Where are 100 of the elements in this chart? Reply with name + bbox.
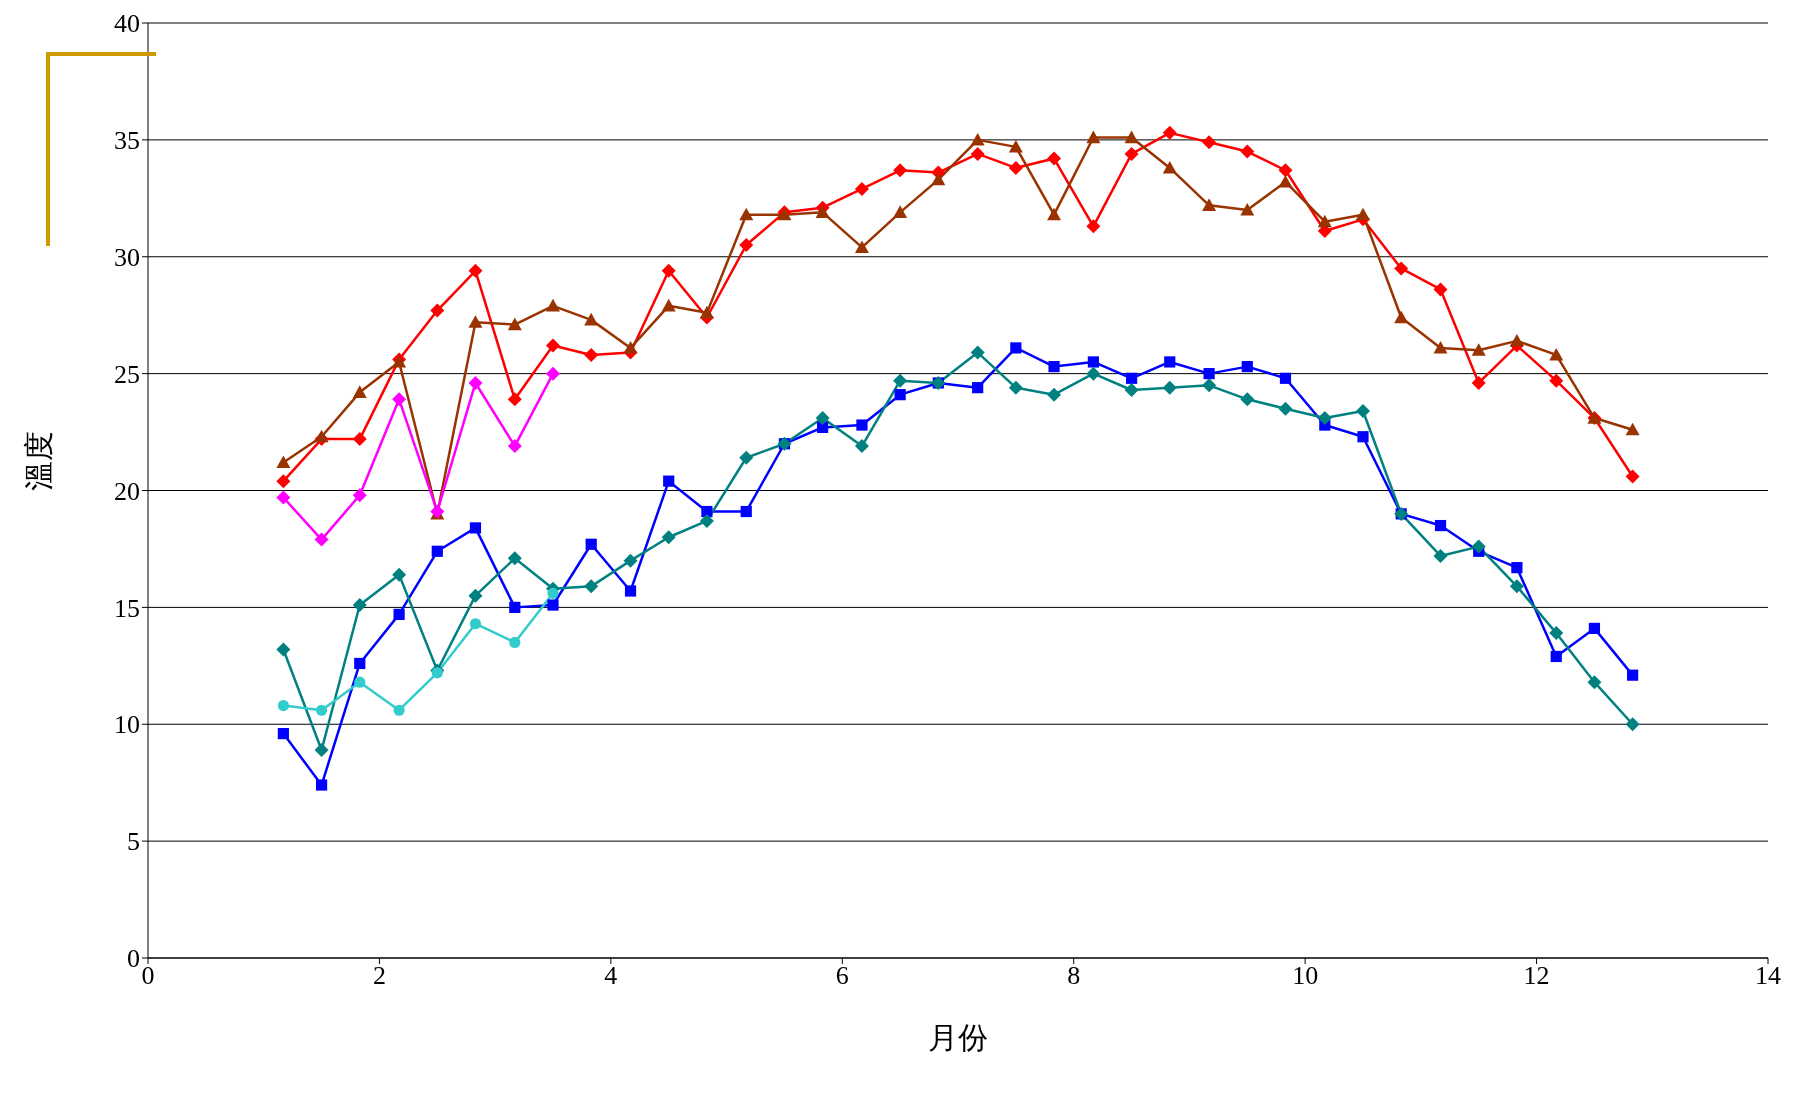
point <box>739 207 754 221</box>
point <box>1162 160 1177 174</box>
point <box>585 538 597 550</box>
point <box>1356 404 1370 419</box>
point <box>1240 392 1255 407</box>
point <box>1587 675 1602 690</box>
x-tick-label: 10 <box>1292 961 1319 991</box>
point <box>352 432 367 447</box>
point <box>507 392 522 407</box>
point <box>815 411 830 426</box>
point <box>430 303 445 318</box>
point <box>739 238 754 253</box>
point <box>1588 622 1601 635</box>
point <box>623 553 638 568</box>
point <box>469 522 482 534</box>
point <box>584 347 599 362</box>
point <box>1086 130 1101 144</box>
point <box>584 312 599 326</box>
point <box>854 240 869 253</box>
point <box>1509 333 1524 347</box>
point <box>431 545 443 557</box>
x-axis-title: 月份 <box>928 1021 988 1054</box>
point <box>970 132 985 146</box>
point <box>1008 139 1023 153</box>
point <box>1509 579 1524 594</box>
point <box>624 585 637 597</box>
point <box>1549 347 1564 361</box>
point <box>1357 431 1369 443</box>
point <box>1202 378 1217 393</box>
point <box>277 728 289 740</box>
point <box>699 513 714 528</box>
point <box>1278 401 1293 416</box>
point <box>315 704 328 716</box>
point <box>854 439 869 454</box>
point <box>1086 366 1101 381</box>
point <box>1278 174 1293 188</box>
point <box>1434 519 1447 532</box>
point <box>1047 151 1062 166</box>
point <box>1047 387 1062 402</box>
point <box>352 385 367 398</box>
point <box>856 419 868 431</box>
point <box>1124 146 1139 161</box>
point <box>392 392 407 407</box>
point <box>1471 343 1486 356</box>
point <box>699 305 714 319</box>
point <box>431 667 443 679</box>
point <box>854 181 869 196</box>
point <box>1627 669 1639 681</box>
point <box>893 205 908 218</box>
point <box>931 172 946 186</box>
point <box>1010 342 1022 354</box>
point <box>507 551 522 566</box>
y-tick-label: 35 <box>114 126 140 156</box>
point <box>314 532 329 547</box>
point <box>546 298 560 312</box>
y-tick-label: 5 <box>127 827 140 857</box>
point <box>509 601 521 613</box>
point <box>1317 214 1332 228</box>
point <box>277 699 289 712</box>
point <box>314 429 329 443</box>
point <box>1394 310 1409 324</box>
point <box>1625 422 1640 436</box>
point <box>1549 373 1564 388</box>
point <box>276 474 291 489</box>
point <box>1240 144 1255 159</box>
point <box>314 742 329 757</box>
point <box>352 598 367 613</box>
point <box>393 704 405 716</box>
point <box>468 263 483 278</box>
point <box>1625 717 1640 732</box>
x-tick-label: 8 <box>1067 961 1081 991</box>
y-tick-label: 40 <box>114 9 140 39</box>
point <box>468 315 483 328</box>
x-tick-label: 12 <box>1523 961 1550 991</box>
point <box>354 676 366 688</box>
point <box>1550 650 1562 663</box>
point <box>1625 469 1640 484</box>
point <box>663 475 675 487</box>
point <box>1008 380 1023 395</box>
point <box>468 588 483 603</box>
point <box>1087 356 1099 368</box>
y-tick-label: 10 <box>114 710 140 740</box>
point <box>1433 340 1448 354</box>
point <box>1511 562 1523 574</box>
point <box>817 421 829 433</box>
point <box>546 366 560 381</box>
point <box>1279 372 1292 384</box>
y-tick-label: 25 <box>114 359 140 389</box>
x-tick-label: 2 <box>372 961 386 991</box>
point <box>1278 163 1293 178</box>
point <box>970 345 985 360</box>
y-axis-title: 溫度 <box>21 430 55 491</box>
point <box>970 146 985 161</box>
point <box>701 505 713 518</box>
point <box>739 450 754 465</box>
point <box>1164 356 1176 368</box>
point <box>661 298 676 312</box>
point <box>507 317 522 331</box>
point <box>1241 361 1253 373</box>
point <box>469 618 482 630</box>
